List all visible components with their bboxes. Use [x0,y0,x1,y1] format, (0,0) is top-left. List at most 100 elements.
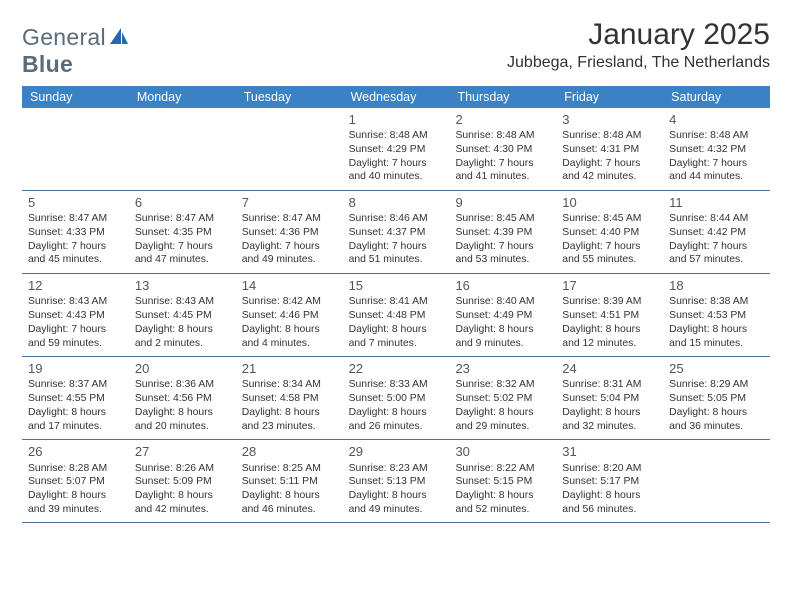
sunset-line: Sunset: 5:11 PM [242,475,337,489]
day-number: 6 [135,194,230,211]
sunset-line: Sunset: 4:40 PM [562,226,657,240]
day-number: 9 [455,194,550,211]
day-number: 15 [349,277,444,294]
day-number: 17 [562,277,657,294]
sunrise-line: Sunrise: 8:37 AM [28,378,123,392]
sunset-line: Sunset: 5:09 PM [135,475,230,489]
sunrise-line: Sunrise: 8:48 AM [349,129,444,143]
day-cell: 29 Sunrise: 8:23 AMSunset: 5:13 PMDayligh… [343,440,450,522]
sunset-line: Sunset: 4:48 PM [349,309,444,323]
daylight-line: Daylight: 7 hours and 44 minutes. [669,157,764,184]
sunset-line: Sunset: 5:05 PM [669,392,764,406]
sunset-line: Sunset: 4:39 PM [455,226,550,240]
week-row: 19Sunrise: 8:37 AMSunset: 4:55 PMDayligh… [22,357,770,440]
sunrise-line: Sunrise: 8:43 AM [28,295,123,309]
daylight-line: Daylight: 8 hours and 49 minutes. [349,489,444,516]
daylight-line: Daylight: 8 hours and 20 minutes. [135,406,230,433]
day-number: 18 [669,277,764,294]
calendar-grid: SundayMondayTuesdayWednesdayThursdayFrid… [22,86,770,523]
sunset-line: Sunset: 5:15 PM [455,475,550,489]
dow-cell: Sunday [22,86,129,108]
week-row: 26Sunrise: 8:28 AMSunset: 5:07 PMDayligh… [22,440,770,523]
sunrise-line: Sunrise: 8:46 AM [349,212,444,226]
day-number: 8 [349,194,444,211]
day-number: 20 [135,360,230,377]
day-cell: 15Sunrise: 8:41 AMSunset: 4:48 PMDayligh… [343,274,450,356]
day-cell: 19Sunrise: 8:37 AMSunset: 4:55 PMDayligh… [22,357,129,439]
sunset-line: Sunset: 4:35 PM [135,226,230,240]
day-cell: 10Sunrise: 8:45 AMSunset: 4:40 PMDayligh… [556,191,663,273]
day-cell: 16Sunrise: 8:40 AMSunset: 4:49 PMDayligh… [449,274,556,356]
day-number: 29 [349,443,444,460]
dow-cell: Wednesday [343,86,450,108]
sunset-line: Sunset: 4:58 PM [242,392,337,406]
day-number: 4 [669,111,764,128]
day-cell: 5Sunrise: 8:47 AMSunset: 4:33 PMDaylight… [22,191,129,273]
logo-word-1: General [22,24,106,50]
day-number: 1 [349,111,444,128]
day-cell: 23Sunrise: 8:32 AMSunset: 5:02 PMDayligh… [449,357,556,439]
sunrise-line: Sunrise: 8:26 AM [135,462,230,476]
sunrise-line: Sunrise: 8:44 AM [669,212,764,226]
day-cell: 20Sunrise: 8:36 AMSunset: 4:56 PMDayligh… [129,357,236,439]
day-cell: 30Sunrise: 8:22 AMSunset: 5:15 PMDayligh… [449,440,556,522]
sunrise-line: Sunrise: 8:23 AM [349,462,444,476]
day-number: 3 [562,111,657,128]
daylight-line: Daylight: 8 hours and 39 minutes. [28,489,123,516]
daylight-line: Daylight: 7 hours and 59 minutes. [28,323,123,350]
daylight-line: Daylight: 8 hours and 23 minutes. [242,406,337,433]
day-cell: 11Sunrise: 8:44 AMSunset: 4:42 PMDayligh… [663,191,770,273]
sunset-line: Sunset: 4:36 PM [242,226,337,240]
day-cell: 4Sunrise: 8:48 AMSunset: 4:32 PMDaylight… [663,108,770,190]
sunset-line: Sunset: 5:13 PM [349,475,444,489]
daylight-line: Daylight: 8 hours and 42 minutes. [135,489,230,516]
daylight-line: Daylight: 7 hours and 55 minutes. [562,240,657,267]
sunset-line: Sunset: 4:32 PM [669,143,764,157]
calendar-page: GeneralBlue January 2025 Jubbega, Friesl… [0,0,792,537]
sunset-line: Sunset: 5:02 PM [455,392,550,406]
sunset-line: Sunset: 5:17 PM [562,475,657,489]
day-number: 14 [242,277,337,294]
sunrise-line: Sunrise: 8:48 AM [562,129,657,143]
day-number: 25 [669,360,764,377]
daylight-line: Daylight: 8 hours and 29 minutes. [455,406,550,433]
sunrise-line: Sunrise: 8:22 AM [455,462,550,476]
sunset-line: Sunset: 4:33 PM [28,226,123,240]
dow-cell: Monday [129,86,236,108]
daylight-line: Daylight: 7 hours and 49 minutes. [242,240,337,267]
day-cell: 22Sunrise: 8:33 AMSunset: 5:00 PMDayligh… [343,357,450,439]
sunrise-line: Sunrise: 8:41 AM [349,295,444,309]
sunrise-line: Sunrise: 8:42 AM [242,295,337,309]
sunrise-line: Sunrise: 8:48 AM [455,129,550,143]
day-number: 12 [28,277,123,294]
sunset-line: Sunset: 4:53 PM [669,309,764,323]
sunrise-line: Sunrise: 8:36 AM [135,378,230,392]
day-cell: 18Sunrise: 8:38 AMSunset: 4:53 PMDayligh… [663,274,770,356]
sunset-line: Sunset: 4:29 PM [349,143,444,157]
daylight-line: Daylight: 8 hours and 9 minutes. [455,323,550,350]
day-cell: 17Sunrise: 8:39 AMSunset: 4:51 PMDayligh… [556,274,663,356]
sunset-line: Sunset: 4:45 PM [135,309,230,323]
daylight-line: Daylight: 8 hours and 52 minutes. [455,489,550,516]
daylight-line: Daylight: 7 hours and 41 minutes. [455,157,550,184]
day-cell: 7Sunrise: 8:47 AMSunset: 4:36 PMDaylight… [236,191,343,273]
daylight-line: Daylight: 8 hours and 36 minutes. [669,406,764,433]
daylight-line: Daylight: 8 hours and 32 minutes. [562,406,657,433]
sunset-line: Sunset: 5:04 PM [562,392,657,406]
day-cell: 6Sunrise: 8:47 AMSunset: 4:35 PMDaylight… [129,191,236,273]
daylight-line: Daylight: 8 hours and 12 minutes. [562,323,657,350]
sunrise-line: Sunrise: 8:47 AM [28,212,123,226]
logo-text: GeneralBlue [22,24,131,78]
title-block: January 2025 Jubbega, Friesland, The Net… [507,18,770,72]
daylight-line: Daylight: 7 hours and 51 minutes. [349,240,444,267]
daylight-line: Daylight: 8 hours and 26 minutes. [349,406,444,433]
dow-cell: Friday [556,86,663,108]
logo-sail-icon [109,24,129,51]
sunrise-line: Sunrise: 8:38 AM [669,295,764,309]
day-number: 7 [242,194,337,211]
dow-cell: Tuesday [236,86,343,108]
daylight-line: Daylight: 7 hours and 45 minutes. [28,240,123,267]
day-number: 19 [28,360,123,377]
sunrise-line: Sunrise: 8:48 AM [669,129,764,143]
day-number: 5 [28,194,123,211]
